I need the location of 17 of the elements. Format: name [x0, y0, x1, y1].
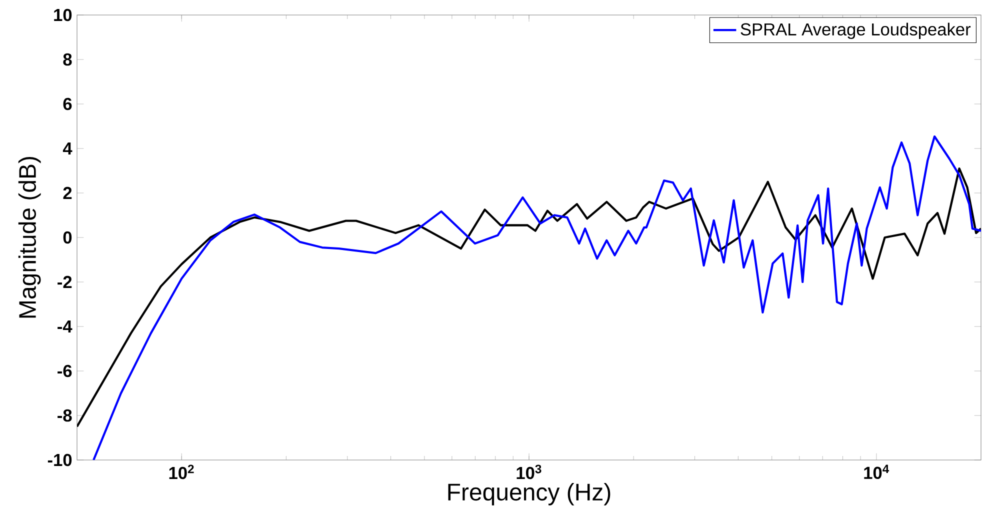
x-tick-label: 10$^{2}$ [169, 464, 194, 480]
x-axis-title: Frequency (Hz) [448, 482, 610, 506]
y-tick-label: 4 [62, 142, 72, 154]
y-tick-label: -6 [58, 364, 72, 378]
y-tick-label: 0 [63, 231, 72, 244]
y-tick-label: -4 [58, 320, 72, 332]
y-axis-title: Magnitude (dB) [18, 156, 41, 318]
y-tick-label: 8 [63, 53, 72, 66]
x-tick-label: 10$^{3}$ [516, 464, 542, 480]
y-tick-label: 6 [63, 98, 72, 110]
y-tick-label: -10 [48, 454, 72, 466]
legend-label: SPRAL Average Loudspeaker [740, 22, 971, 39]
y-tick-label: -8 [58, 409, 72, 422]
y-tick-label: 2 [63, 186, 72, 200]
y-tick-label: -2 [58, 276, 72, 288]
y-tick-label: 10 [54, 8, 72, 22]
x-tick-label: 10$^{4}$ [864, 464, 890, 480]
